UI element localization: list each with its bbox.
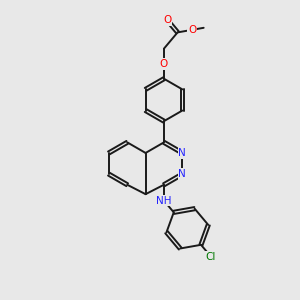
Text: Cl: Cl <box>206 251 216 262</box>
Text: O: O <box>160 59 168 69</box>
Text: N: N <box>178 148 186 158</box>
Text: O: O <box>188 25 196 35</box>
Text: NH: NH <box>156 196 172 206</box>
Text: O: O <box>163 15 172 25</box>
Text: N: N <box>178 169 186 179</box>
Text: H: H <box>160 196 168 206</box>
